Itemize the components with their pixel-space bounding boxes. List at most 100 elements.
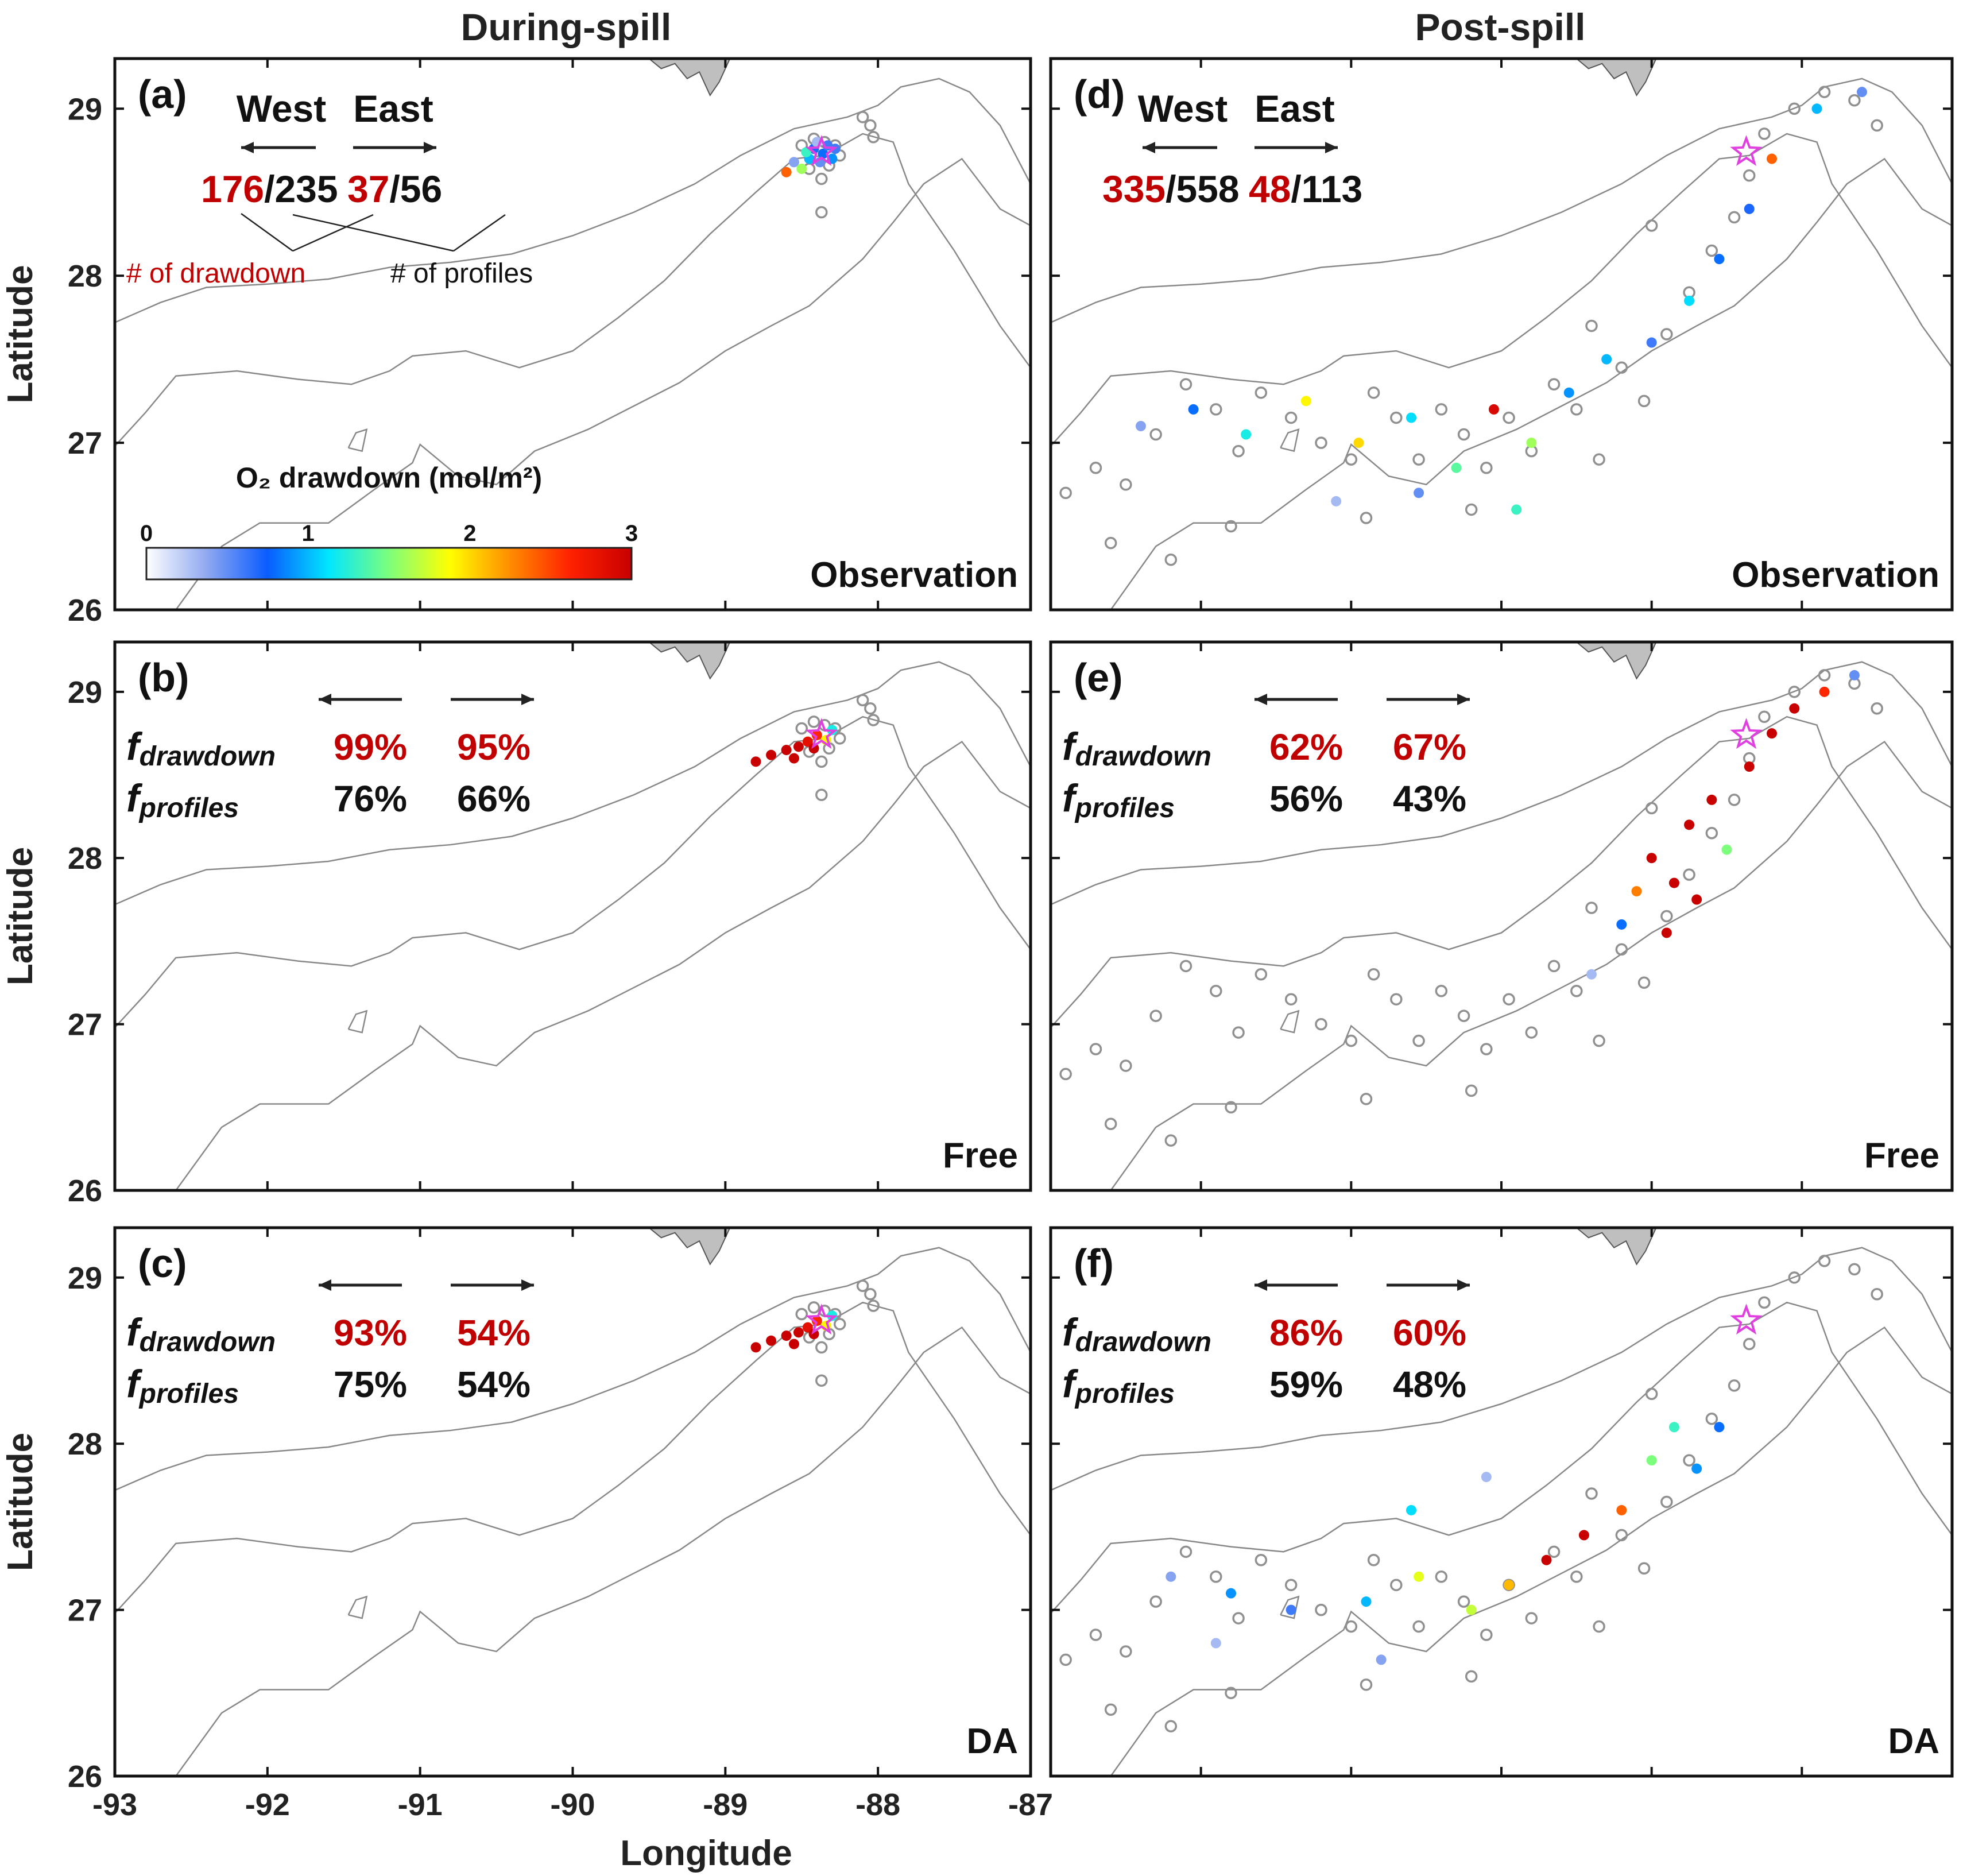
station-marker	[1225, 1687, 1237, 1700]
drawdown-point	[1406, 1504, 1416, 1515]
f-profiles-subscript: profiles	[138, 793, 239, 823]
colorbar-tick-label: 0	[140, 521, 153, 546]
station-marker	[1480, 1043, 1493, 1055]
station-marker	[1480, 461, 1493, 474]
west-arrow-icon	[1255, 694, 1267, 705]
station-marker	[1164, 553, 1178, 566]
station-marker	[864, 119, 877, 132]
drawdown-point	[1586, 969, 1597, 980]
west-profiles-fraction: 59%	[1269, 1364, 1343, 1405]
station-marker	[1683, 868, 1695, 881]
y-axis-label: Latitude	[1, 1433, 40, 1571]
colorbar-tick-label: 1	[302, 521, 315, 546]
f-drawdown-subscript: drawdown	[140, 1327, 276, 1357]
drawdown-point	[1466, 1604, 1477, 1615]
station-marker	[1315, 1018, 1327, 1031]
station-marker	[1637, 976, 1651, 989]
f-profiles-subscript: profiles	[1074, 793, 1175, 823]
west-arrow-icon	[319, 1279, 331, 1291]
station-marker	[1225, 1101, 1237, 1114]
connector-line	[453, 214, 506, 252]
drawdown-point	[1414, 1571, 1424, 1582]
colorbar-tick-label: 3	[625, 521, 638, 546]
drawdown-point	[808, 743, 819, 754]
station-marker	[815, 1341, 828, 1354]
drawdown-point	[1188, 404, 1199, 415]
drawdown-point	[766, 749, 777, 760]
panel-kind-label: Observation	[810, 555, 1018, 595]
y-tick-label: 27	[68, 1008, 102, 1042]
drawdown-point	[1361, 1596, 1372, 1607]
east-arrow-icon	[521, 1279, 534, 1291]
drawdown-point	[1706, 794, 1717, 805]
station-marker	[1210, 403, 1222, 416]
station-marker	[1871, 702, 1883, 715]
station-marker	[1848, 1263, 1861, 1276]
east-drawdown-fraction: 95%	[457, 726, 531, 768]
station-marker	[1179, 960, 1192, 973]
station-marker	[1871, 119, 1883, 132]
drawdown-point	[1744, 761, 1755, 772]
drawdown-point	[766, 1335, 777, 1346]
land-mass	[648, 642, 731, 680]
station-marker	[1705, 827, 1718, 840]
station-marker	[1547, 1545, 1561, 1558]
station-marker	[1367, 968, 1380, 981]
station-marker	[867, 1299, 880, 1312]
east-profile-count: /113	[1291, 168, 1362, 210]
station-marker	[1367, 1554, 1380, 1566]
station-marker	[1615, 943, 1628, 956]
west-arrow-icon	[319, 694, 331, 705]
panel-kind-label: Free	[943, 1136, 1018, 1175]
drawdown-point	[1684, 819, 1695, 830]
drawdown-point	[1241, 429, 1252, 440]
x-axis-label: Longitude	[620, 1834, 792, 1873]
station-marker	[1871, 1288, 1883, 1301]
station-marker	[1435, 1570, 1448, 1583]
drawdown-point	[1601, 354, 1612, 365]
station-marker	[1059, 1653, 1072, 1666]
bathymetry-contour	[1280, 1595, 1300, 1619]
station-marker	[1412, 1620, 1425, 1633]
station-marker	[1728, 794, 1741, 806]
f-drawdown-subscript: drawdown	[140, 741, 276, 772]
drawdown-point	[1353, 438, 1364, 448]
bathymetry-contour	[115, 1247, 1031, 1491]
station-marker	[1435, 984, 1448, 997]
station-marker	[1465, 503, 1478, 516]
f-profiles-label: fprofiles	[126, 1362, 239, 1409]
land-mass	[648, 1228, 731, 1266]
station-marker	[1232, 1612, 1245, 1624]
station-marker	[1683, 1454, 1695, 1467]
station-marker	[815, 755, 828, 768]
drawdown-point	[1767, 728, 1777, 739]
drawdown-point	[1451, 462, 1462, 473]
drawdown-point	[1488, 404, 1499, 415]
colorbar-title: O₂ drawdown (mol/m²)	[236, 462, 542, 494]
station-marker	[1390, 411, 1403, 424]
connector-line	[241, 212, 293, 252]
station-marker	[856, 1279, 869, 1293]
east-drawdown-fraction: 54%	[457, 1312, 531, 1353]
station-marker	[856, 694, 869, 707]
station-marker	[1637, 394, 1651, 408]
station-marker	[1104, 536, 1117, 550]
panel-kind-label: Observation	[1732, 555, 1939, 595]
station-marker	[1525, 1612, 1538, 1624]
station-marker	[1593, 453, 1605, 466]
station-marker	[1255, 968, 1268, 981]
station-marker	[1818, 86, 1831, 98]
west-drawdown-fraction: 86%	[1269, 1312, 1343, 1353]
x-tick-label: -93	[92, 1788, 137, 1822]
bathymetry-contour	[1051, 715, 1952, 1028]
station-marker	[1360, 1678, 1373, 1691]
station-marker	[1637, 1562, 1651, 1575]
station-marker	[1705, 1413, 1718, 1425]
station-marker	[1120, 1059, 1132, 1072]
station-marker	[807, 715, 820, 728]
wellhead-star-icon	[805, 1303, 838, 1335]
west-drawdown-count: 176	[201, 168, 264, 210]
station-marker	[1390, 1579, 1403, 1591]
